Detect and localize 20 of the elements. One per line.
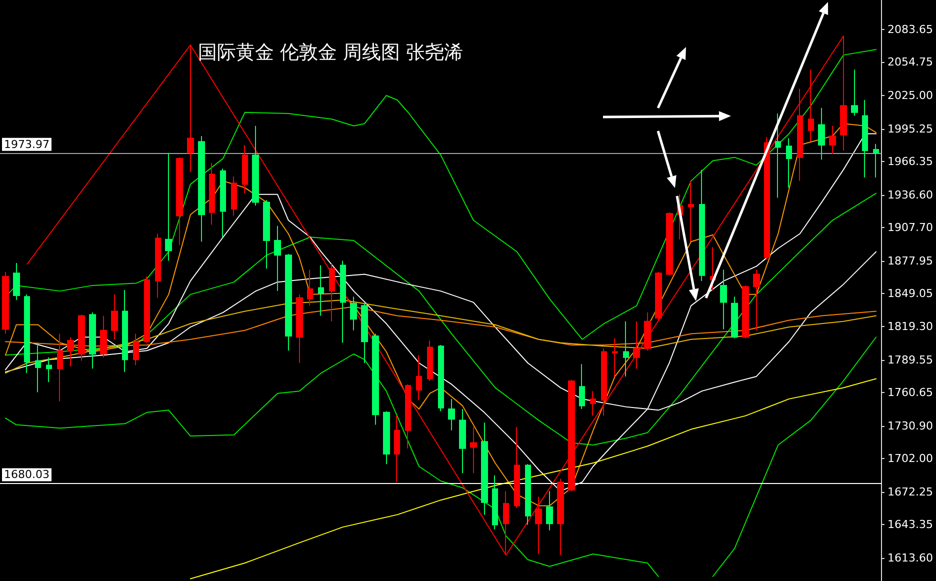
ref-line-label: 1973.97 bbox=[4, 138, 50, 151]
y-tick-label: 1819.30 bbox=[888, 320, 934, 334]
y-tick-label: 2025.00 bbox=[888, 89, 934, 102]
y-tick-label: 1643.35 bbox=[888, 518, 934, 531]
y-tick-label: 1936.60 bbox=[888, 188, 934, 202]
y-tick-label: 2054.75 bbox=[888, 56, 934, 69]
y-tick-label: 1966.35 bbox=[888, 154, 934, 168]
y-tick-label: 1702.00 bbox=[888, 452, 934, 466]
y-tick-label: 1613.60 bbox=[888, 551, 934, 564]
y-tick-label: 1760.65 bbox=[888, 386, 934, 400]
ref-line-label: 1680.03 bbox=[4, 468, 50, 482]
y-tick-label: 1672.25 bbox=[888, 485, 934, 498]
y-tick-label: 1907.70 bbox=[888, 220, 934, 234]
y-tick-label: 1877.95 bbox=[888, 254, 934, 268]
y-tick-label: 2083.65 bbox=[888, 23, 934, 36]
y-tick-label: 1789.55 bbox=[888, 354, 934, 367]
y-tick-label: 1849.05 bbox=[888, 286, 934, 300]
y-tick-label: 1730.90 bbox=[888, 420, 934, 433]
text: 国际黄金 伦敦金 周线图 张尧浠 bbox=[198, 42, 464, 64]
y-tick-label: 1995.25 bbox=[888, 122, 934, 136]
